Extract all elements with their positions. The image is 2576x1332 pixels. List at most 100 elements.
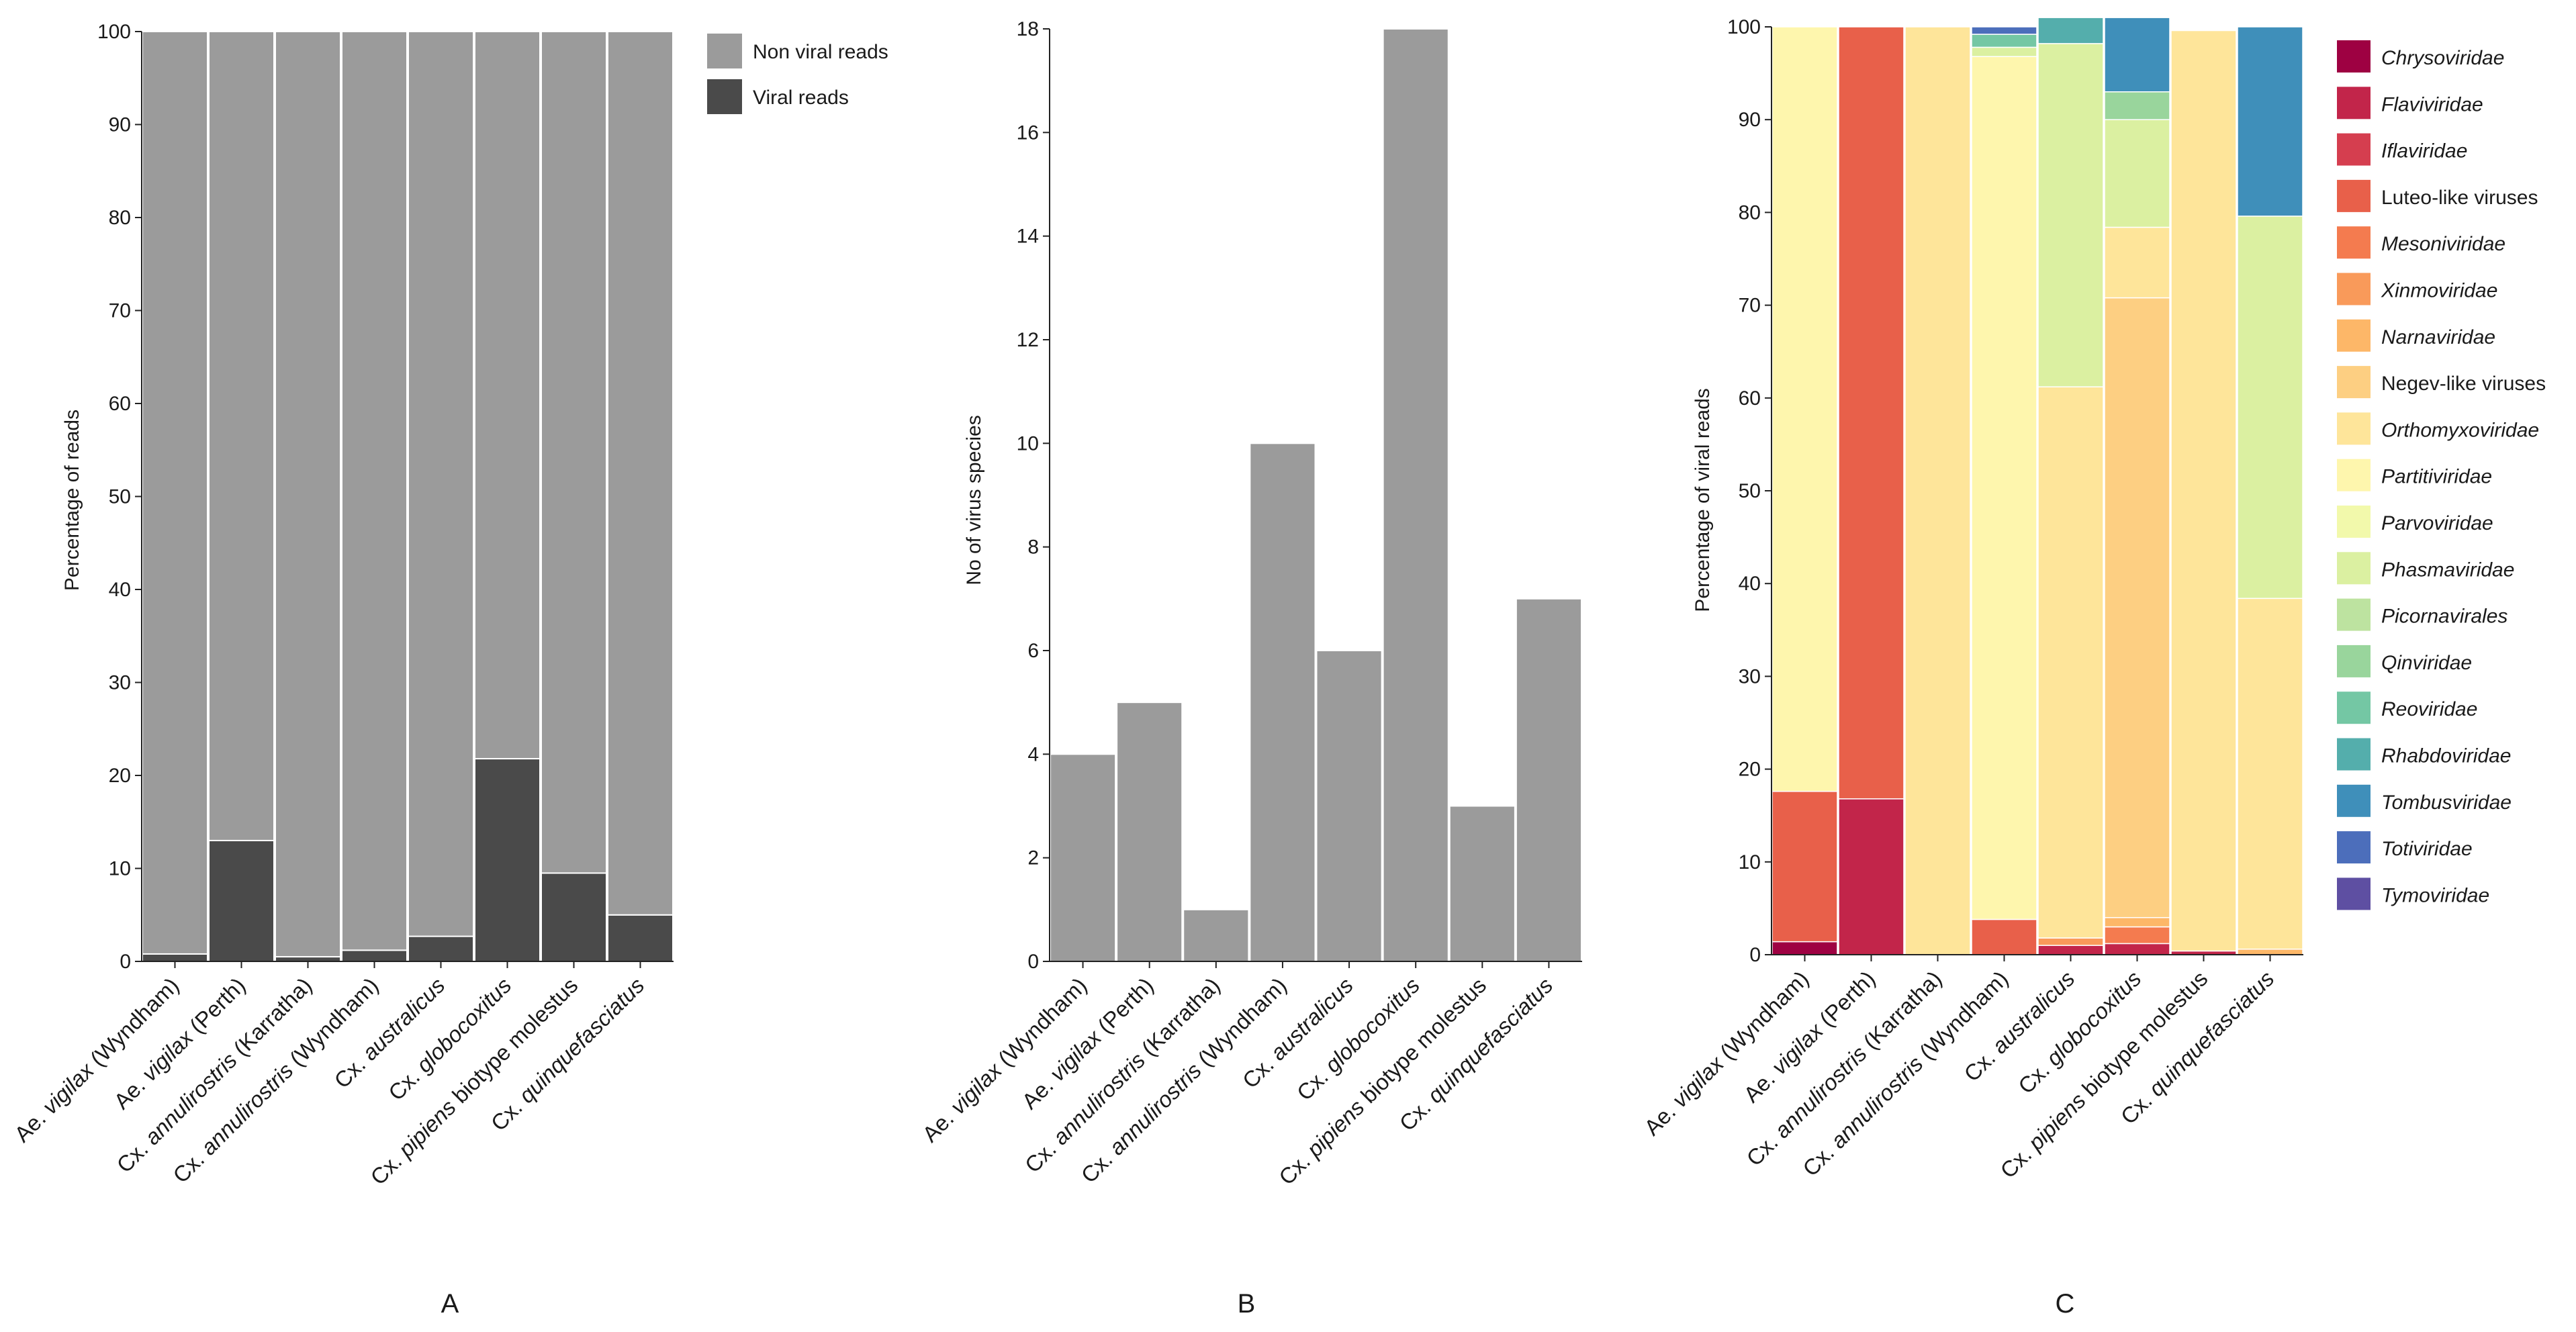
panel-b-y-tick-label: 0 — [1027, 951, 1039, 973]
category-species: quinquefasciatus — [2144, 966, 2279, 1101]
bar-virus-species — [1249, 442, 1316, 962]
bar-viral-reads — [275, 956, 341, 962]
bar-viral-reads — [607, 914, 674, 962]
bar-segment-negev-like-viruses — [2104, 297, 2170, 918]
panel-b-y-tick-label: 18 — [1017, 18, 1039, 40]
bar-non-viral-reads — [142, 31, 208, 955]
panel-a-y-tick-label: 20 — [109, 765, 131, 787]
bar-segment-flaviviridae — [1838, 798, 1904, 955]
legend-label: Viral reads — [753, 87, 849, 109]
legend-label: Phasmaviridae — [2381, 559, 2514, 581]
bar-segment-partitiviridae — [1772, 26, 1838, 792]
bar-non-viral-reads — [408, 31, 474, 937]
legend-label: Orthomyxoviridae — [2381, 419, 2539, 441]
bar-segment-totiviridae — [1971, 26, 2037, 35]
bar-segment-narnaviridae — [2237, 948, 2303, 955]
panel-a-y-tick-label: 70 — [109, 300, 131, 322]
panel-c-y-tick-label: 50 — [1739, 480, 1761, 502]
panel-c: Percentage of viral reads 0 10 20 30 40 50 60 7… — [1639, 16, 2546, 1319]
panel-b-y-tick-label: 8 — [1027, 536, 1039, 559]
legend-label: Non viral reads — [753, 41, 888, 63]
legend-swatch — [2337, 598, 2371, 631]
bar-segment-phasmaviridae — [2037, 43, 2104, 387]
panel-c-y-tick-label: 10 — [1739, 851, 1761, 873]
legend-label: Narnaviridae — [2381, 326, 2495, 348]
bar-segment-orthomyxoviridae — [2170, 30, 2237, 952]
bar-non-viral-reads — [474, 31, 541, 760]
panel-c-y-tick-label: 0 — [1749, 944, 1761, 966]
legend-label: Tymoviridae — [2381, 884, 2489, 906]
bar-segment-orthomyxoviridae — [2037, 386, 2104, 939]
category-species: pipiens — [393, 1094, 461, 1162]
legend-swatch — [2337, 226, 2371, 259]
legend-swatch — [2337, 179, 2371, 212]
bar-viral-reads — [142, 953, 208, 963]
bar-segment-flaviviridae — [2104, 943, 2170, 955]
legend-label: Luteo-like viruses — [2381, 187, 2538, 209]
panel-b-y-tick-label: 4 — [1027, 743, 1039, 765]
panel-a: Percentage of reads 0 10 20 30 40 50 60 70 80 90 1… — [9, 21, 888, 1319]
bar-virus-species — [1116, 702, 1183, 962]
legend-label: Rhabdoviridae — [2381, 745, 2511, 767]
panel-b-y-tick-label: 2 — [1027, 847, 1039, 869]
legend-swatch — [2337, 738, 2371, 771]
bar-segment-phasmaviridae — [2237, 216, 2303, 600]
legend-swatch — [2337, 273, 2371, 305]
bar-segment-mesoniviridae — [2104, 926, 2170, 945]
panel-b-y-tick-label: 6 — [1027, 640, 1039, 662]
bar-virus-species — [1515, 598, 1582, 962]
bar-viral-reads — [474, 758, 541, 962]
bar-segment-xinmoviridae — [2037, 937, 2104, 946]
legend-label: Chrysoviridae — [2381, 47, 2504, 69]
legend-swatch — [2337, 459, 2371, 491]
panel-b-ylabel: No of virus species — [963, 415, 985, 585]
panel-c-legend: Chrysoviridae Flaviviridae Iflaviridae Lute… — [2337, 40, 2546, 910]
legend-swatch — [2337, 645, 2371, 677]
legend-swatch — [2337, 133, 2371, 166]
legend-swatch — [707, 34, 742, 68]
panel-c-y-tick-label: 60 — [1739, 387, 1761, 410]
bar-viral-reads — [541, 872, 607, 963]
panel-a-ylabel: Percentage of reads — [61, 410, 83, 591]
bar-non-viral-reads — [607, 31, 674, 916]
panel-a-y-tick-label: 50 — [109, 486, 131, 508]
panel-a-x-tick-label: Cx. globocoxitus — [383, 973, 516, 1105]
bar-virus-species — [1183, 908, 1250, 963]
panel-b-y-tick-label: 12 — [1017, 329, 1039, 351]
legend-swatch — [2337, 506, 2371, 538]
bar-segment-orthomyxoviridae — [1904, 26, 1971, 955]
legend-label: Qinviridae — [2381, 652, 2472, 674]
legend-swatch — [707, 79, 742, 114]
legend-label: Mesoniviridae — [2381, 233, 2505, 255]
category-species: quinquefasciatus — [1422, 973, 1557, 1108]
category-species: pipiens — [2023, 1088, 2090, 1155]
legend-label: Negev-like viruses — [2381, 373, 2546, 395]
panel-a-y-tick-label: 90 — [109, 114, 131, 136]
panel-a-y-tick-label: 30 — [109, 672, 131, 694]
legend-swatch — [2337, 366, 2371, 399]
bar-segment-chrysoviridae — [1772, 941, 1838, 955]
legend-swatch — [2337, 692, 2371, 724]
panel-c-y-tick-label: 40 — [1739, 573, 1761, 595]
bar-non-viral-reads — [541, 31, 607, 874]
legend-swatch — [2337, 40, 2371, 73]
bar-segment-tombusviridae — [2237, 26, 2303, 217]
legend-label: Reoviridae — [2381, 698, 2477, 720]
panel-a-legend: Non viral reads Viral reads — [707, 34, 888, 114]
panel-c-y-tick-label: 70 — [1739, 295, 1761, 317]
panel-a-label: A — [441, 1289, 459, 1319]
bar-segment-narnaviridae — [2104, 916, 2170, 928]
category-species: quinquefasciatus — [514, 973, 649, 1108]
panel-c-y-tick-label: 100 — [1727, 16, 1761, 38]
panel-a-y-tick-label: 0 — [120, 951, 131, 973]
bar-viral-reads — [408, 935, 474, 962]
bar-segment-orthomyxoviridae — [2104, 226, 2170, 299]
panel-b-y-tick-label: 14 — [1017, 226, 1039, 248]
category-species: pipiens — [1301, 1094, 1369, 1162]
bar-virus-species — [1448, 805, 1516, 962]
bar-segment-phasmaviridae — [2104, 119, 2170, 228]
bar-segment-rhabdoviridae — [2037, 17, 2104, 44]
panel-b-x-tick-label: Cx. globocoxitus — [1292, 973, 1424, 1105]
